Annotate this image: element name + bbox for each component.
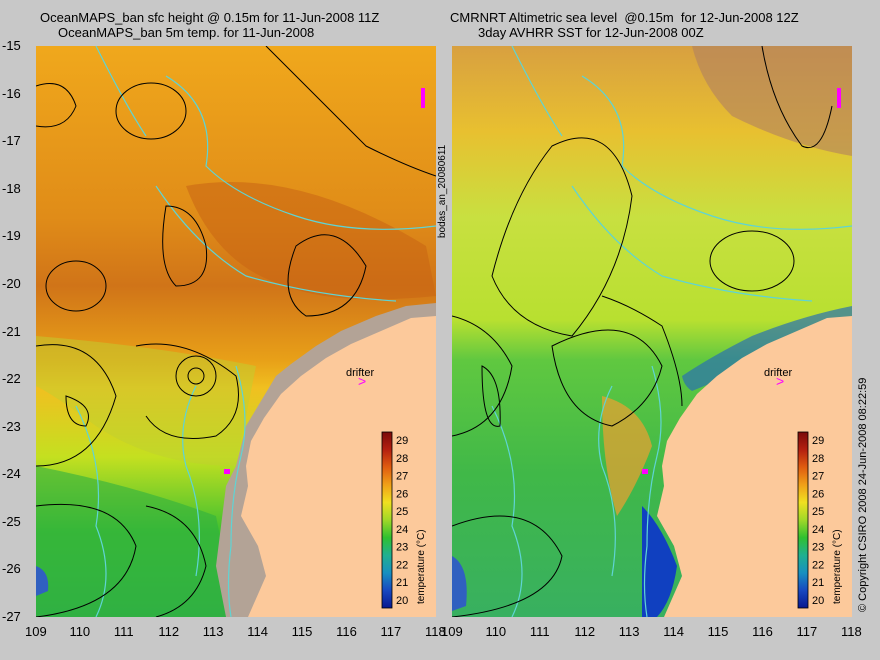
lon-tick-label: 115 — [707, 624, 729, 639]
right-warm-patch — [602, 396, 652, 516]
colorbar-tick-label: 25 — [396, 506, 408, 518]
colorbar-label: temperature (°C) — [416, 529, 427, 604]
lon-tick-label: 114 — [247, 624, 268, 639]
right-map-panel: drifter > 29 28 27 26 25 24 23 22 21 20 temperatur… — [452, 46, 852, 617]
colorbar-tick-label: 21 — [396, 577, 408, 589]
lat-tick-label: -20 — [2, 275, 21, 291]
colorbar-tick-label: 20 — [396, 595, 408, 607]
run-label: bodas_an_20080611 — [437, 144, 448, 238]
left-drifter-label: drifter — [346, 367, 374, 379]
left-drifter-track — [421, 88, 425, 108]
lon-tick-label: 116 — [752, 624, 773, 639]
lon-tick-label: 117 — [796, 624, 818, 639]
left-drifter-marker: > — [358, 373, 366, 389]
right-drifter-mark2 — [642, 469, 648, 474]
lon-tick-label: 110 — [485, 624, 507, 639]
right-title-line2: 3day AVHRR SST for 12-Jun-2008 00Z — [478, 25, 704, 40]
left-colorbar: 29 28 27 26 25 24 23 22 21 20 temperature (°C) — [381, 431, 427, 609]
right-drifter-marker: > — [776, 373, 784, 389]
colorbar-tick-label: 20 — [812, 595, 824, 607]
lon-tick-label: 113 — [202, 624, 224, 639]
lat-tick-label: -17 — [2, 133, 21, 149]
lat-tick-label: -27 — [2, 609, 21, 624]
left-bathymetry-contours — [75, 46, 436, 617]
lat-tick-label: -19 — [2, 228, 21, 244]
lat-tick-label: -15 — [2, 38, 21, 53]
colorbar-tick-label: 26 — [812, 488, 824, 500]
lon-tick-label: 118 — [841, 624, 862, 639]
colorbar-tick-label: 23 — [396, 542, 408, 554]
right-cloud-patch — [692, 46, 852, 156]
left-title-line2: OceanMAPS_ban 5m temp. for 11-Jun-2008 — [58, 25, 315, 40]
left-blue-spot — [36, 566, 49, 596]
lon-tick-label: 109 — [25, 624, 47, 639]
right-drifter-label: drifter — [764, 367, 792, 379]
lat-tick-label: -23 — [2, 418, 21, 434]
colorbar-tick-label: 24 — [812, 524, 824, 536]
lon-tick-label: 116 — [336, 624, 357, 639]
right-sealevel-contours — [452, 46, 833, 617]
left-drifter-mark2 — [224, 469, 230, 474]
lon-tick-label: 110 — [69, 624, 91, 639]
lon-tick-label: 114 — [663, 624, 684, 639]
colorbar-scale — [381, 431, 393, 609]
colorbar-tick-label: 22 — [812, 559, 824, 571]
colorbar-tick-label: 23 — [812, 542, 824, 554]
colorbar-tick-label: 29 — [812, 435, 824, 447]
lat-tick-label: -24 — [2, 466, 21, 482]
copyright-label: © Copyright CSIRO 2008 24-Jun-2008 08:22… — [857, 377, 869, 612]
left-title-line1: OceanMAPS_ban sfc height @ 0.15m for 11-… — [40, 10, 380, 25]
lon-tick-label: 111 — [529, 624, 550, 639]
colorbar-tick-label: 21 — [812, 577, 824, 589]
right-blue-spot — [452, 556, 467, 611]
colorbar-tick-label: 24 — [396, 524, 408, 536]
lon-tick-label: 112 — [158, 624, 180, 639]
lon-tick-label: 118 — [425, 624, 446, 639]
lat-tick-label: -18 — [2, 180, 21, 196]
colorbar-tick-label: 22 — [396, 559, 408, 571]
lat-tick-label: -25 — [2, 513, 21, 529]
lat-tick-label: -16 — [2, 85, 21, 101]
colorbar-tick-label: 28 — [812, 453, 824, 465]
lat-tick-label: -26 — [2, 561, 21, 577]
left-yellow-patch — [36, 336, 256, 466]
left-green-patch — [36, 466, 236, 617]
right-title-line1: CMRNRT Altimetric sea level @0.15m for 1… — [450, 10, 799, 25]
lon-tick-label: 115 — [291, 624, 313, 639]
lon-tick-label: 112 — [574, 624, 596, 639]
right-colorbar: 29 28 27 26 25 24 23 22 21 20 temperature (°C) — [797, 431, 843, 609]
left-sealevel-contours — [36, 46, 436, 617]
left-map-panel: drifter > 29 28 27 26 25 24 23 22 21 20 temperatur… — [36, 46, 436, 617]
right-drifter-track — [837, 88, 841, 108]
colorbar-tick-label: 28 — [396, 453, 408, 465]
lat-tick-label: -21 — [2, 323, 21, 339]
left-warm-patch — [186, 182, 436, 300]
right-bathymetry-contours — [491, 46, 852, 617]
colorbar-label: temperature (°C) — [832, 529, 843, 604]
lon-tick-label: 113 — [618, 624, 640, 639]
colorbar-tick-label: 29 — [396, 435, 408, 447]
lon-tick-label: 111 — [113, 624, 134, 639]
lon-tick-label: 117 — [380, 624, 402, 639]
right-coastal-blue — [642, 506, 677, 617]
colorbar-tick-label: 27 — [396, 471, 408, 483]
colorbar-tick-label: 25 — [812, 506, 824, 518]
lat-tick-label: -22 — [2, 371, 21, 387]
colorbar-tick-label: 26 — [396, 488, 408, 500]
lon-tick-label: 109 — [441, 624, 463, 639]
colorbar-tick-label: 27 — [812, 471, 824, 483]
colorbar-scale — [797, 431, 809, 609]
